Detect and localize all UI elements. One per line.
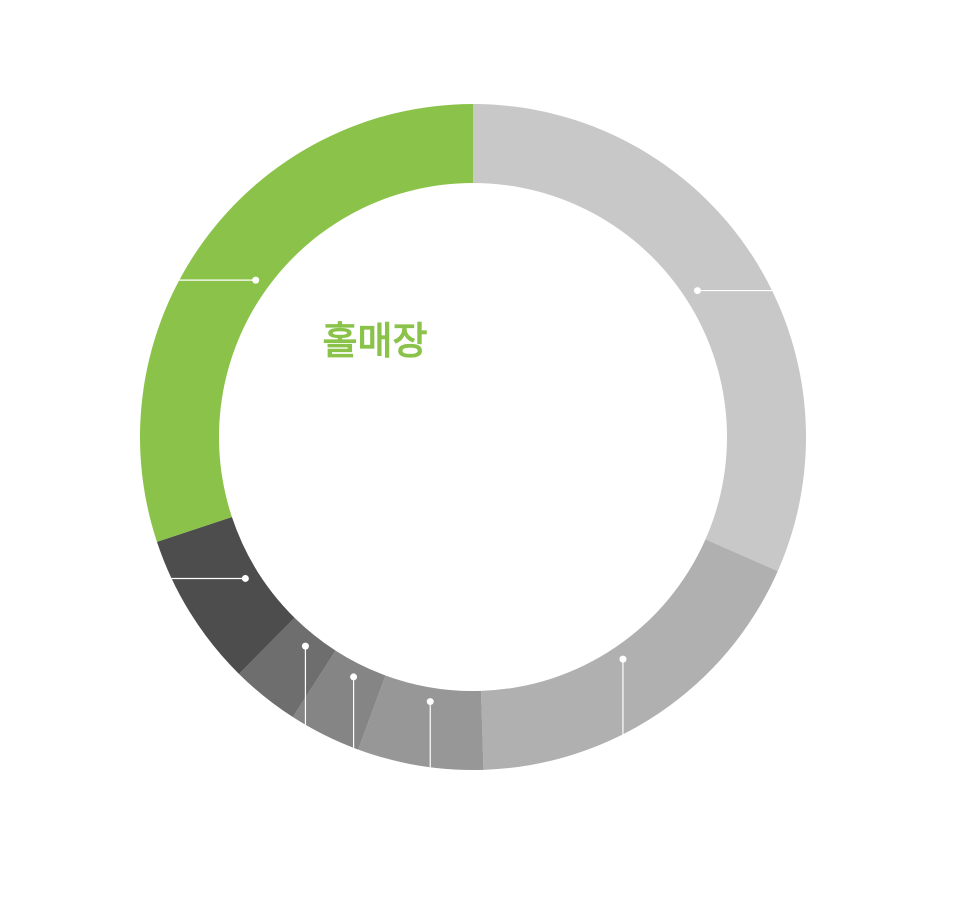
donut-slice-2 — [480, 539, 778, 770]
leader-dot-1 — [693, 287, 701, 295]
donut-slice-1 — [473, 104, 806, 572]
donut-slice-4 — [292, 650, 386, 750]
donut-slice-3 — [358, 675, 484, 771]
leader-dot-4 — [350, 673, 358, 681]
leader-dot-7 — [252, 276, 260, 284]
leader-dot-5 — [301, 642, 309, 650]
donut-slice-5 — [239, 617, 336, 718]
donut-slice-6 — [156, 517, 295, 674]
center-label: 홀매장 — [323, 319, 428, 363]
leader-dot-3 — [426, 698, 434, 706]
leader-dot-2 — [619, 655, 627, 663]
leader-dot-6 — [241, 574, 249, 582]
donut-slice-7 — [140, 104, 474, 542]
